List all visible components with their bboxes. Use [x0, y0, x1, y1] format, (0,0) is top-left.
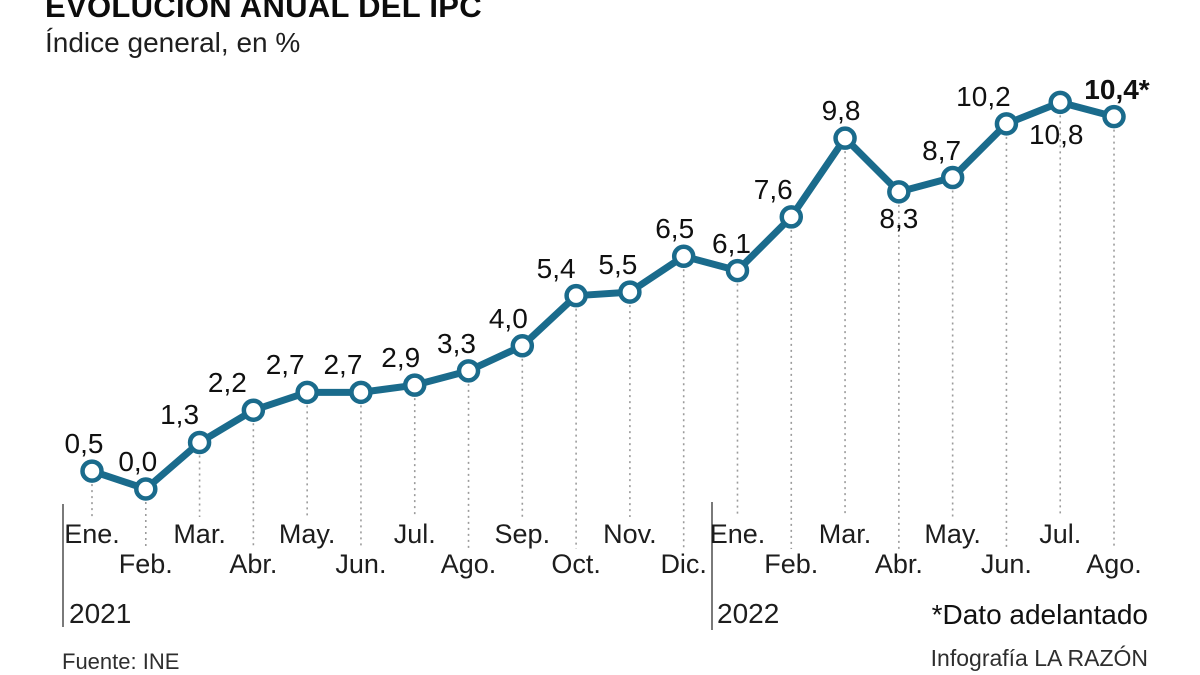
data-point	[80, 459, 104, 483]
data-point	[618, 280, 642, 304]
source-label: Fuente: INE	[62, 649, 180, 674]
data-point	[295, 380, 319, 405]
data-point	[887, 180, 911, 204]
data-point	[994, 112, 1019, 136]
chart-subtitle: Índice general, en %	[45, 27, 301, 58]
data-point	[671, 244, 696, 269]
infographic-credit: Infografía LA RAZÓN	[930, 645, 1148, 671]
data-point	[510, 334, 535, 358]
data-point	[1102, 104, 1126, 129]
data-point	[456, 359, 481, 383]
data-point	[349, 380, 373, 405]
series-line	[88, 98, 1118, 493]
data-point	[241, 398, 266, 422]
data-point	[833, 126, 857, 150]
year-label-2022: 2022	[717, 598, 780, 629]
chart-title: EVOLUCIÓN ANUAL DEL IPC	[45, 0, 482, 24]
data-point	[402, 373, 427, 397]
data-point	[187, 430, 212, 455]
data-point	[1048, 90, 1072, 115]
year-label-2021: 2021	[69, 598, 132, 629]
data-point	[564, 283, 588, 308]
data-point	[940, 165, 965, 190]
data-point	[779, 205, 804, 229]
advanced-data-footnote: *Dato adelantado	[931, 599, 1148, 630]
data-point	[725, 258, 750, 283]
data-point	[134, 477, 158, 501]
